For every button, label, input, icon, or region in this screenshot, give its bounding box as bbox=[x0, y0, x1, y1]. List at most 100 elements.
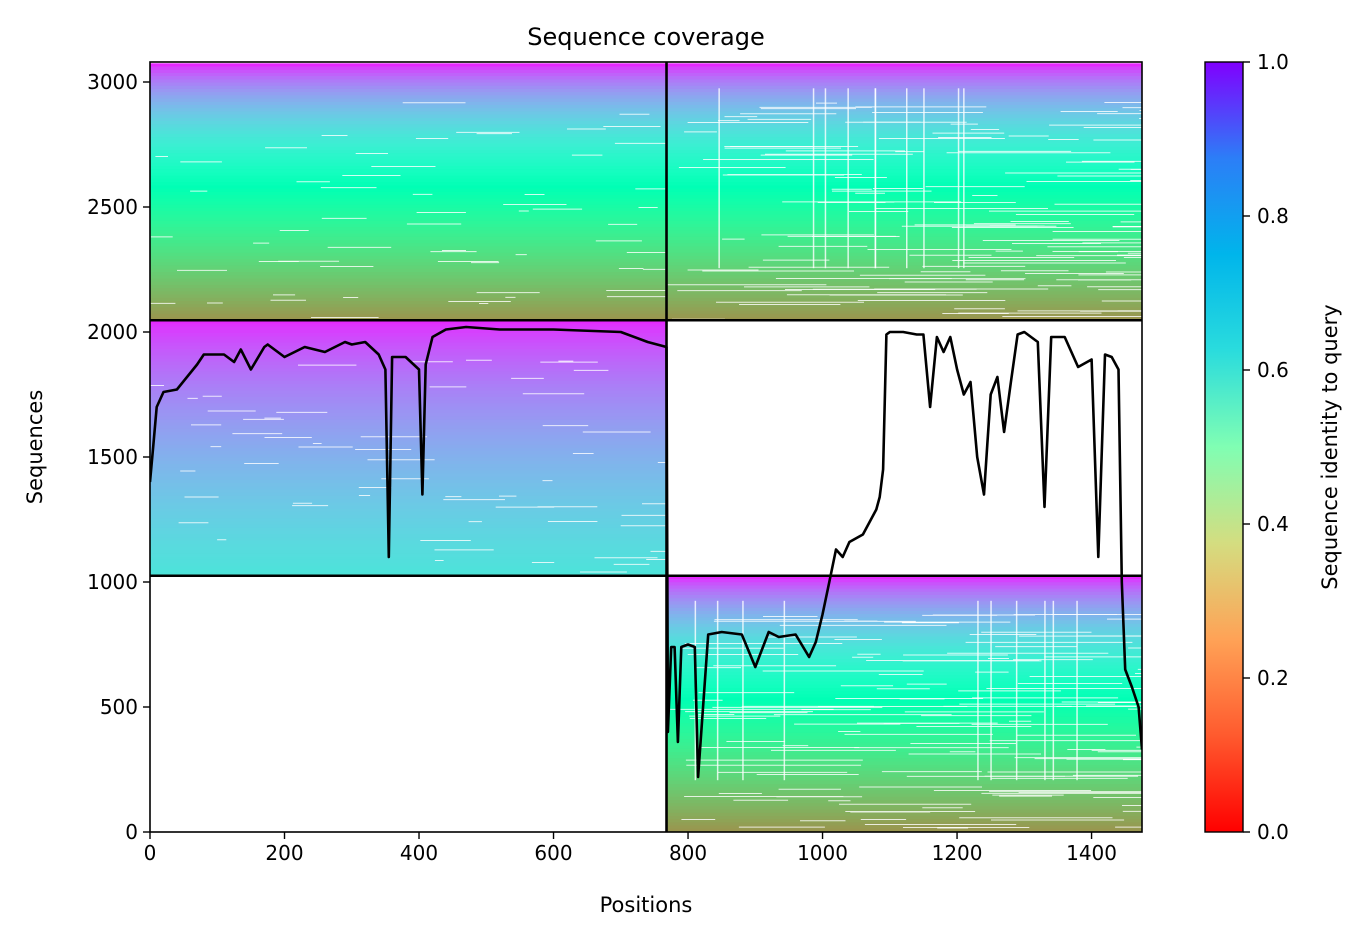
block-2-band bbox=[150, 371, 667, 376]
block-1-gap bbox=[759, 106, 872, 108]
block-3-gap bbox=[828, 800, 851, 802]
block-2-band bbox=[150, 441, 667, 446]
x-tick-label: 600 bbox=[534, 841, 572, 865]
block-1-band bbox=[666, 130, 1142, 135]
block-2-gap bbox=[531, 562, 555, 563]
block-3-gap bbox=[684, 796, 844, 797]
block-0-gap bbox=[342, 175, 401, 176]
block-3-band bbox=[666, 716, 1142, 721]
block-2-band bbox=[150, 329, 667, 334]
block-1-gap bbox=[724, 116, 758, 118]
block-1-gap bbox=[724, 146, 815, 147]
block-3-band bbox=[666, 604, 1142, 609]
block-0-gap bbox=[321, 217, 367, 219]
block-0-band bbox=[150, 88, 667, 93]
block-3-gap bbox=[884, 621, 1011, 623]
block-1-band bbox=[666, 304, 1142, 308]
chart-title: Sequence coverage bbox=[527, 23, 764, 51]
block-2-band bbox=[150, 467, 667, 471]
block-2-band bbox=[150, 336, 667, 340]
block-2-gap bbox=[542, 425, 589, 427]
block-3-gap bbox=[943, 705, 1072, 707]
block-2-band bbox=[150, 454, 667, 459]
block-0-band bbox=[150, 227, 667, 231]
block-0-band bbox=[150, 211, 667, 215]
colorbar: 0.0 0.2 0.4 0.6 0.8 1.0 Sequence identity to … bbox=[1204, 50, 1342, 844]
block-0-band bbox=[150, 178, 667, 183]
block-2-band bbox=[150, 444, 667, 449]
block-3-gap bbox=[681, 819, 716, 820]
block-1-gap bbox=[775, 278, 952, 279]
block-1-band bbox=[666, 275, 1142, 280]
block-1-gap bbox=[965, 279, 1025, 281]
block-1-band bbox=[666, 278, 1142, 283]
block-2-gap bbox=[210, 446, 222, 448]
block-1-gap bbox=[740, 113, 837, 115]
block-3-band bbox=[666, 700, 1142, 705]
block-1-gap bbox=[934, 202, 1016, 203]
block-3-band bbox=[666, 575, 1142, 580]
block-1-band bbox=[666, 172, 1142, 177]
block-3-gap bbox=[876, 688, 930, 690]
block-0-band bbox=[150, 307, 667, 312]
block-1-gap bbox=[703, 159, 874, 160]
block-2-band bbox=[150, 377, 667, 382]
block-1-band bbox=[666, 114, 1142, 119]
block-3-band bbox=[666, 790, 1142, 795]
block-1-band bbox=[666, 108, 1142, 112]
block-3-band bbox=[666, 617, 1142, 622]
block-1-band bbox=[666, 175, 1142, 180]
x-tick-label: 0 bbox=[144, 841, 157, 865]
block-3-band bbox=[666, 719, 1142, 724]
block-0-gap bbox=[190, 190, 208, 192]
colorbar-tick-label: 0.2 bbox=[1257, 666, 1289, 690]
block-2-band bbox=[150, 339, 667, 344]
block-1-gap bbox=[1093, 139, 1142, 141]
block-1-gap bbox=[667, 284, 827, 286]
block-3-gap bbox=[906, 775, 1065, 777]
block-2-gap bbox=[468, 521, 482, 523]
block-3-gap bbox=[1128, 647, 1142, 649]
block-3-gap bbox=[1123, 759, 1142, 761]
block-3-band bbox=[666, 588, 1142, 593]
block-3-gap bbox=[729, 712, 808, 714]
block-2-band bbox=[150, 464, 667, 468]
block-0-band bbox=[150, 204, 667, 209]
block-3-gap bbox=[816, 620, 916, 622]
block-3-gap bbox=[922, 807, 963, 809]
block-2-gap bbox=[657, 462, 683, 463]
block-1-gap bbox=[1047, 246, 1142, 248]
block-2-band bbox=[150, 479, 667, 484]
block-2-gap bbox=[420, 540, 471, 541]
block-3-gap bbox=[681, 647, 784, 649]
block-2-gap bbox=[184, 496, 219, 498]
block-3-band bbox=[666, 751, 1142, 756]
block-3-column-gap bbox=[783, 600, 786, 781]
block-3-band bbox=[666, 675, 1142, 679]
block-0-gap bbox=[343, 297, 359, 298]
block-2-band bbox=[150, 374, 667, 379]
block-2-gap bbox=[443, 499, 505, 501]
block-0-band bbox=[150, 265, 667, 270]
block-0-band bbox=[150, 259, 667, 263]
block-3-band bbox=[666, 633, 1142, 638]
block-2-band bbox=[150, 511, 667, 516]
block-1-gap bbox=[1130, 169, 1142, 170]
block-1-band bbox=[666, 95, 1142, 100]
block-1-gap bbox=[1012, 243, 1101, 244]
block-3-gap bbox=[1135, 673, 1142, 674]
block-3-gap bbox=[908, 753, 1041, 755]
block-2-gap bbox=[547, 521, 598, 522]
block-3-band bbox=[666, 678, 1142, 683]
block-0-band bbox=[150, 121, 667, 125]
block-1-band bbox=[666, 317, 1142, 321]
block-2-band bbox=[150, 553, 667, 558]
block-1-gap bbox=[1026, 181, 1142, 182]
block-2-gap bbox=[207, 410, 256, 412]
block-2-gap bbox=[434, 549, 494, 551]
block-3-column-gap bbox=[977, 600, 979, 781]
block-1-gap bbox=[966, 225, 1057, 227]
block-2-gap bbox=[360, 436, 428, 438]
block-3-gap bbox=[995, 646, 1077, 648]
block-2-band bbox=[150, 460, 667, 465]
